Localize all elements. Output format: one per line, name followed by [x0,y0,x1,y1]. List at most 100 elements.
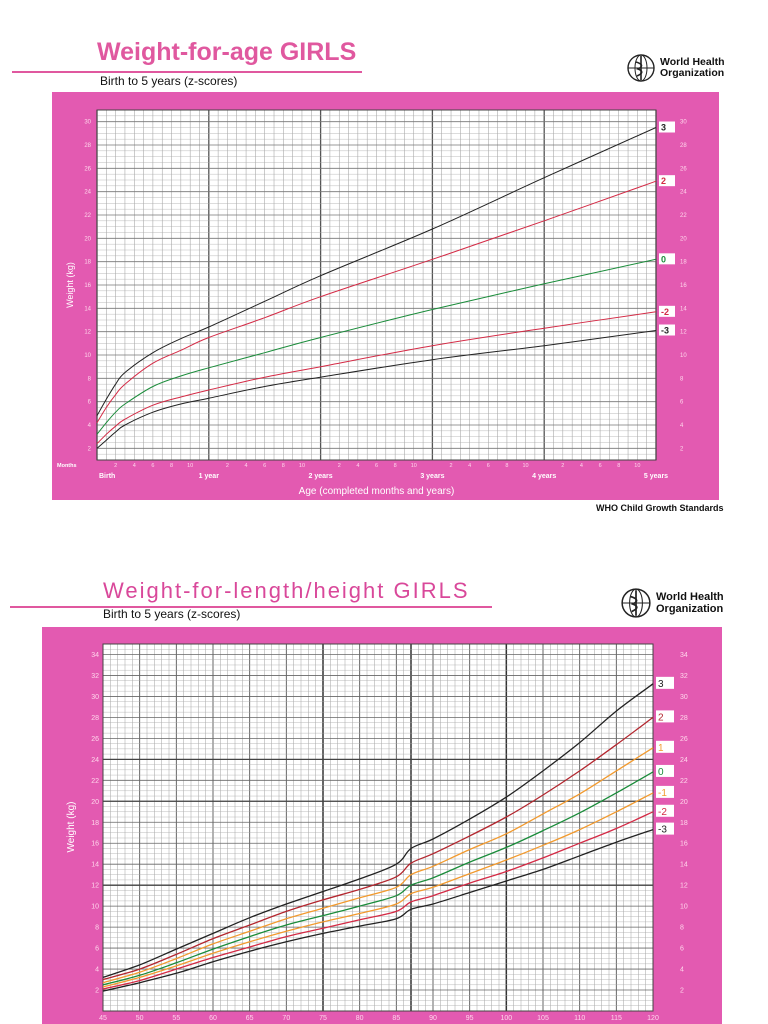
y-tick-label-right: 24 [680,190,687,196]
series-label-bg [656,804,674,817]
x-major-label: Birth [99,473,115,480]
y-tick-label-right: 6 [680,400,684,406]
x-major-label: 5 years [644,473,668,480]
series-label-0: 0 [661,254,666,264]
y-tick-label-right: 34 [680,652,688,659]
x-month-tick: 8 [394,463,397,469]
y-tick-label: 12 [84,330,91,336]
x-month-tick: 10 [634,463,640,469]
x-month-tick: 2 [338,463,341,469]
y-axis-label: Weight (kg) [66,802,77,853]
series-line-3 [96,127,657,416]
y-tick-label: 6 [88,400,92,406]
series-label-1: 1 [658,743,664,754]
y-tick-label: 2 [88,446,92,452]
series-line--2 [96,311,657,445]
series-label--3: -3 [661,326,669,336]
title-underline [10,606,492,608]
y-tick-label: 16 [84,283,91,289]
y-tick-label-right: 10 [680,904,688,911]
who-name-line1: World Health [660,56,725,68]
y-tick-label: 12 [91,883,99,890]
chart1-subtitle: Birth to 5 years (z-scores) [100,74,238,88]
y-tick-label: 30 [91,694,99,701]
x-month-tick: 4 [580,463,583,469]
series-line-0 [102,771,654,986]
y-tick-label: 24 [91,757,99,764]
x-major-label: 1 year [199,473,220,480]
y-tick-label-right: 26 [680,736,688,743]
series-line-0 [96,258,657,435]
x-month-tick: 8 [170,463,173,469]
x-month-tick: 6 [487,463,490,469]
x-month-tick: 10 [523,463,529,469]
series-label-bg [656,676,674,689]
y-tick-label-right: 32 [680,673,688,680]
series-label-bg [656,785,674,798]
y-tick-label-right: 8 [680,925,684,932]
y-tick-label-right: 28 [680,143,687,149]
y-tick-label-right: 4 [680,967,684,974]
y-tick-label-right: 12 [680,330,687,336]
x-tick-label: 80 [356,1015,364,1022]
y-tick-label: 22 [84,213,91,219]
y-tick-label-right: 16 [680,841,688,848]
series-label-3: 3 [658,679,664,690]
y-tick-label: 16 [91,841,99,848]
y-tick-label-right: 20 [680,799,688,806]
chart2-subtitle: Birth to 5 years (z-scores) [103,607,241,621]
x-month-tick: 6 [599,463,602,469]
series-label--2: -2 [661,307,669,317]
y-axis-label: Weight (kg) [65,262,75,308]
x-tick-label: 120 [647,1015,659,1022]
x-month-tick: 2 [226,463,229,469]
y-tick-label-right: 10 [680,353,687,359]
series-line-3 [102,683,654,979]
y-tick-label-right: 26 [680,166,687,172]
y-tick-label-right: 2 [680,988,684,995]
who-name-line2: Organization [656,603,724,615]
x-month-tick: 6 [375,463,378,469]
y-tick-label-right: 2 [680,446,684,452]
y-tick-label: 10 [84,353,91,359]
y-tick-label: 28 [91,715,99,722]
x-month-tick: 8 [617,463,620,469]
series-label-bg [659,324,675,336]
x-month-tick: 10 [299,463,305,469]
x-axis-label: Age (completed months and years) [299,486,455,497]
x-tick-label: 55 [172,1015,180,1022]
y-tick-label: 4 [95,967,99,974]
plot-border [96,109,657,461]
y-tick-label: 8 [88,376,92,382]
x-tick-label: 85 [392,1015,400,1022]
x-tick-label: 95 [466,1015,474,1022]
series-label-bg [659,305,675,317]
y-tick-label-right: 8 [680,376,684,382]
x-tick-label: 110 [574,1015,585,1022]
series-label-2: 2 [658,712,664,723]
y-tick-label-right: 28 [680,715,688,722]
series-line--3 [102,828,654,992]
x-tick-label: 75 [319,1015,327,1022]
series-label-2: 2 [661,176,666,186]
y-tick-label-right: 22 [680,213,687,219]
x-major-label: 2 years [309,473,333,480]
series-label-3: 3 [661,123,666,133]
x-tick-label: 45 [99,1015,107,1022]
series-label-bg [656,764,674,777]
y-tick-label: 18 [91,820,99,827]
series-line--1 [102,792,654,988]
y-tick-label-right: 22 [680,778,688,785]
series-label-0: 0 [658,767,664,778]
y-tick-label-right: 16 [680,283,687,289]
x-month-tick: 2 [114,463,117,469]
series-line-2 [96,180,657,423]
y-tick-label-right: 18 [680,260,687,266]
series-line-1 [102,747,654,984]
y-tick-label: 18 [84,260,91,266]
x-tick-label: 100 [500,1015,512,1022]
x-month-tick: 6 [263,463,266,469]
chart2-title: Weight-for-length/height GIRLS [103,578,470,603]
series-line-2 [102,716,654,981]
